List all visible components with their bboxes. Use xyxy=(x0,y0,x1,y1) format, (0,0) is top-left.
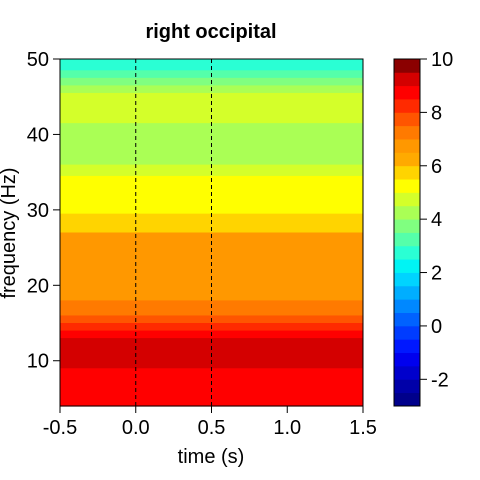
colorbar-tick-label-3: 4 xyxy=(431,209,442,231)
colorbar xyxy=(393,58,421,407)
colorbar-level-1 xyxy=(394,379,420,394)
colorbar-tick-label-4: 6 xyxy=(431,156,442,178)
colorbar-level-24 xyxy=(394,72,420,87)
x-tick-label-4: 1.5 xyxy=(349,417,377,439)
colorbar-level-23 xyxy=(394,85,420,100)
colorbar-level-5 xyxy=(394,325,420,340)
colorbar-tick-label-2: 2 xyxy=(431,263,442,285)
event-markers xyxy=(135,59,212,406)
colorbar-level-4 xyxy=(394,339,420,354)
colorbar-level-21 xyxy=(394,112,420,127)
colorbar-level-11 xyxy=(394,245,420,260)
colorbar-level-0 xyxy=(394,392,420,407)
colorbar-tick-label-0: -2 xyxy=(431,369,449,391)
colorbar-level-9 xyxy=(394,272,420,287)
y-tick-label-2: 30 xyxy=(27,200,49,222)
colorbar-tick-label-1: 0 xyxy=(431,316,442,338)
colorbar-level-8 xyxy=(394,285,420,300)
x-tick-label-3: 1.0 xyxy=(273,417,301,439)
colorbar-level-20 xyxy=(394,125,420,140)
x-tick-label-2: 0.5 xyxy=(198,417,226,439)
colorbar-level-6 xyxy=(394,312,420,327)
y-tick-label-0: 10 xyxy=(27,351,49,373)
colorbar-level-16 xyxy=(394,179,420,193)
colorbar-tick-label-5: 8 xyxy=(431,102,442,124)
y-tick-label-4: 50 xyxy=(27,49,49,71)
y-axis-title: frequency (Hz) xyxy=(0,167,20,298)
heatmap-band-7 xyxy=(60,164,363,177)
colorbar-level-3 xyxy=(394,352,420,367)
colorbar-level-17 xyxy=(394,165,420,180)
colorbar-level-19 xyxy=(394,139,420,153)
colorbar-level-13 xyxy=(394,219,420,233)
colorbar-level-25 xyxy=(394,59,420,73)
colorbar-level-7 xyxy=(394,299,420,313)
x-tick-label-0: -0.5 xyxy=(43,417,77,439)
colorbar-level-12 xyxy=(394,232,420,247)
colorbar-level-2 xyxy=(394,365,420,380)
colorbar-axis: -2 0 2 4 6 8 10 xyxy=(419,49,453,391)
plot-border xyxy=(59,58,364,407)
colorbar-level-22 xyxy=(394,99,420,113)
x-axis-title: time (s) xyxy=(178,446,245,468)
y-axis: 10 20 30 40 50 xyxy=(27,49,364,407)
x-tick-label-1: 0.0 xyxy=(122,417,150,439)
chart-title: right occipital xyxy=(145,21,276,43)
colorbar-level-14 xyxy=(394,205,420,220)
colorbar-tick-label-6: 10 xyxy=(431,49,453,71)
colorbar-level-10 xyxy=(394,259,420,273)
x-axis: -0.5 0.0 0.5 1.0 1.5 xyxy=(43,405,377,439)
y-tick-label-3: 40 xyxy=(27,124,49,146)
heatmap-band-0 xyxy=(60,59,363,71)
colorbar-level-15 xyxy=(394,192,420,207)
colorbar-level-18 xyxy=(394,152,420,167)
y-tick-label-1: 20 xyxy=(27,275,49,297)
